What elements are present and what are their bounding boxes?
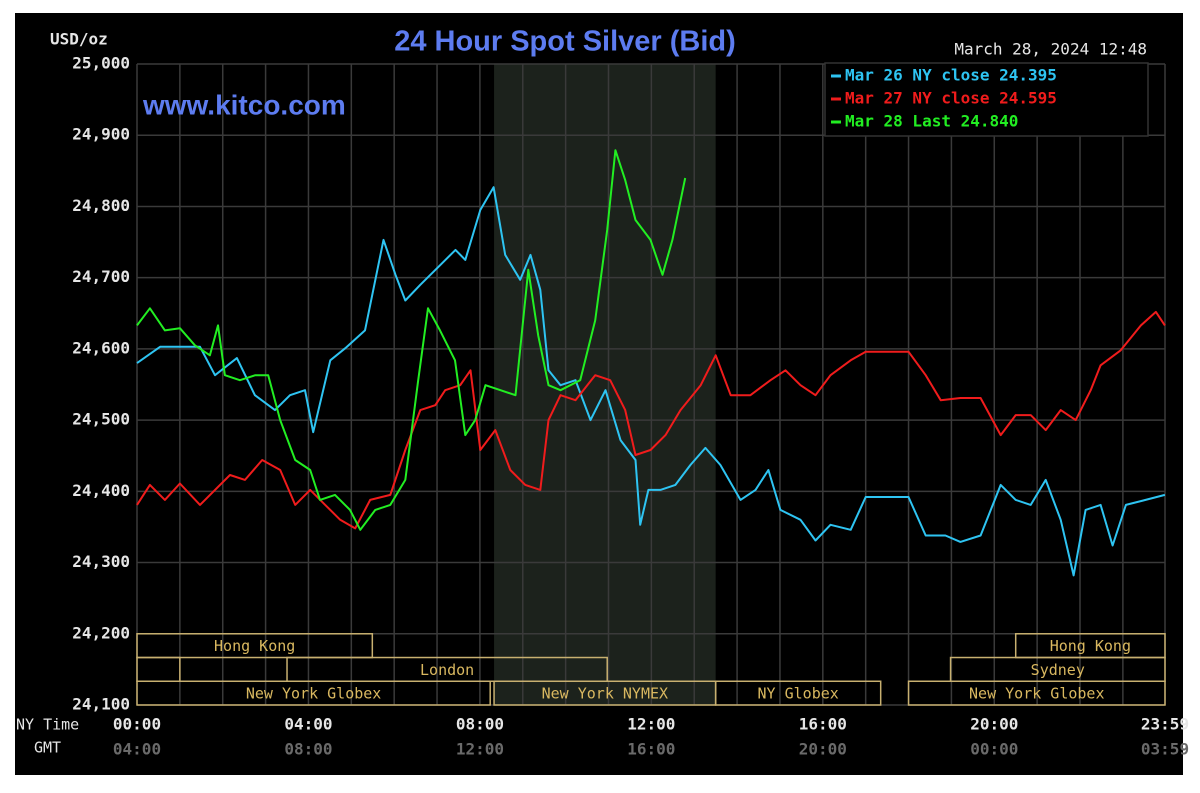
timestamp: March 28, 2024 12:48 <box>954 40 1147 59</box>
session-box <box>907 680 1166 706</box>
chart-title: 24 Hour Spot Silver (Bid) <box>394 26 736 58</box>
x2-tick-label: 03:59 <box>1141 740 1189 759</box>
x-axis-label: NY Time <box>16 716 79 734</box>
y-tick-label: 25,000 <box>72 54 130 73</box>
session-label: Hong Kong <box>214 637 295 655</box>
session-label: Hong Kong <box>1050 637 1131 655</box>
x2-tick-label: 16:00 <box>627 740 675 759</box>
watermark: www.kitco.com <box>142 89 346 120</box>
x2-tick-label: 20:00 <box>799 740 847 759</box>
x2-tick-label: 04:00 <box>113 740 161 759</box>
session-label: New York NYMEX <box>542 685 668 703</box>
highlight-band <box>494 64 716 705</box>
session-box <box>714 680 882 706</box>
x-tick-label: 20:00 <box>970 715 1018 734</box>
y-tick-label: 24,500 <box>72 410 130 429</box>
series-line <box>136 149 687 531</box>
y-tick-label: 24,800 <box>72 196 130 215</box>
series-line <box>136 186 1166 577</box>
y-tick-label: 24,600 <box>72 338 130 357</box>
x-tick-label: 04:00 <box>284 715 332 734</box>
x-tick-label: 23:59 <box>1141 715 1189 734</box>
y-axis-unit: USD/oz <box>50 30 108 49</box>
session-label: NY Globex <box>758 685 839 703</box>
x-tick-label: 16:00 <box>799 715 847 734</box>
y-tick-label: 24,200 <box>72 623 130 642</box>
y-tick-label: 24,100 <box>72 695 130 714</box>
legend-label: Mar 28 Last 24.840 <box>845 112 1018 131</box>
y-tick-label: 24,300 <box>72 552 130 571</box>
x2-tick-label: 08:00 <box>284 740 332 759</box>
session-label: New York Globex <box>246 685 381 703</box>
x2-tick-label: 00:00 <box>970 740 1018 759</box>
y-tick-label: 24,400 <box>72 481 130 500</box>
x2-axis-label: GMT <box>34 739 61 757</box>
x-tick-label: 08:00 <box>456 715 504 734</box>
y-tick-label: 24,900 <box>72 125 130 144</box>
x2-tick-label: 12:00 <box>456 740 504 759</box>
legend-box <box>824 62 1149 137</box>
y-tick-label: 24,700 <box>72 267 130 286</box>
session-box <box>136 680 491 706</box>
session-label: New York Globex <box>969 685 1104 703</box>
legend-label: Mar 27 NY close 24.595 <box>845 89 1057 108</box>
series-line <box>136 310 1166 530</box>
session-box <box>136 633 374 659</box>
session-label: London <box>420 661 474 679</box>
x-tick-label: 00:00 <box>113 715 161 734</box>
x-tick-label: 12:00 <box>627 715 675 734</box>
legend-label: Mar 26 NY close 24.395 <box>845 66 1057 85</box>
session-label: Sydney <box>1031 661 1085 679</box>
